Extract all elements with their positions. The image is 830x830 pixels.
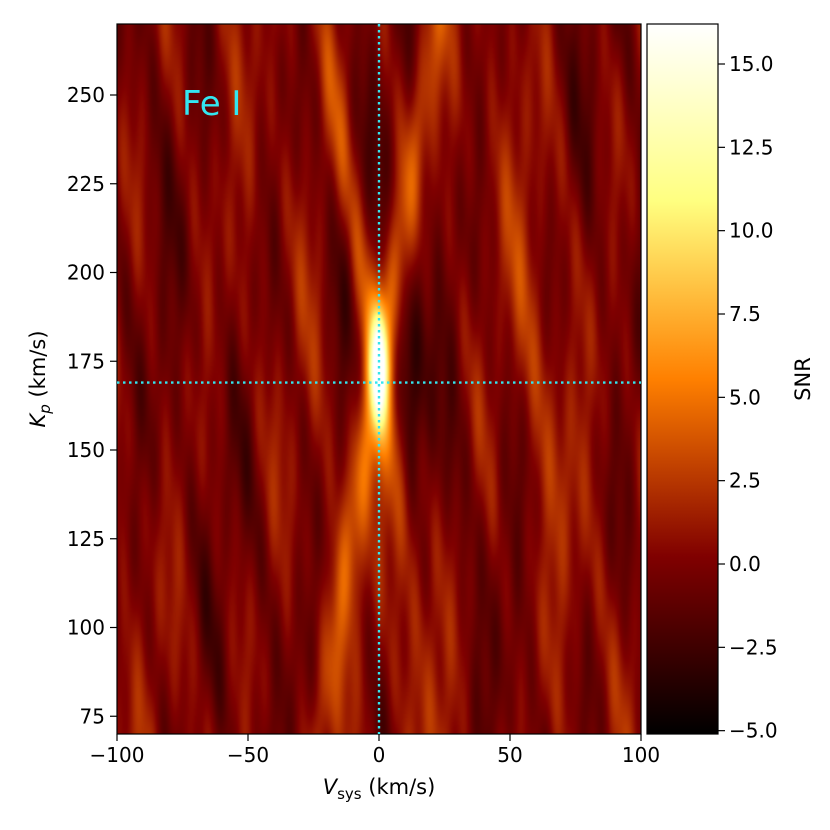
colorbar-label: SNR <box>791 357 815 401</box>
y-tick-label: 175 <box>67 349 105 373</box>
y-tick-label: 150 <box>67 438 105 462</box>
colorbar: −5.0 −2.5 0.0 2.5 5.0 7.5 10.0 12.5 15.0 SNR <box>646 23 815 743</box>
colorbar-tick-label: 5.0 <box>729 385 761 409</box>
y-tick-label: 200 <box>67 261 105 285</box>
x-tick-label: −50 <box>227 743 269 767</box>
y-axis-label: Kp (km/s) <box>26 330 54 427</box>
colorbar-tick-label: 15.0 <box>729 52 774 76</box>
x-tick-label: 0 <box>373 743 386 767</box>
colorbar-tick-label: −5.0 <box>729 719 778 743</box>
colorbar-tick-label: 2.5 <box>729 469 761 493</box>
x-tick-label: 50 <box>497 743 522 767</box>
x-axis-ticks: −100 −50 0 50 100 <box>90 734 660 767</box>
x-axis-label: Vsys (km/s) <box>323 775 436 803</box>
colorbar-tick-label: 7.5 <box>729 302 761 326</box>
y-tick-label: 100 <box>67 616 105 640</box>
y-axis-ticks: 75 100 125 150 175 200 225 250 <box>67 83 117 728</box>
y-tick-label: 75 <box>80 704 105 728</box>
colorbar-ticks: −5.0 −2.5 0.0 2.5 5.0 7.5 10.0 12.5 15.0 <box>718 52 778 743</box>
colorbar-tick-label: 12.5 <box>729 135 774 159</box>
species-label: Fe I <box>182 84 241 124</box>
colorbar-tick-label: 0.0 <box>729 552 761 576</box>
x-tick-label: 100 <box>622 743 660 767</box>
colorbar-gradient <box>646 23 719 735</box>
x-tick-label: −100 <box>90 743 145 767</box>
colorbar-tick-label: −2.5 <box>729 635 778 659</box>
colorbar-tick-label: 10.0 <box>729 219 774 243</box>
y-tick-label: 125 <box>67 527 105 551</box>
y-tick-label: 250 <box>67 83 105 107</box>
y-tick-label: 225 <box>67 172 105 196</box>
heatmap-panel: Fe I <box>116 23 642 735</box>
